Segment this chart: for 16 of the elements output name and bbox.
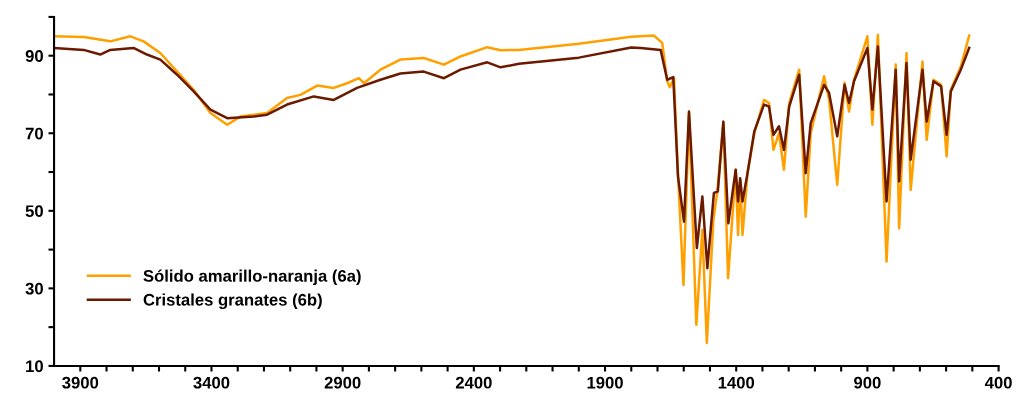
x-tick-label: 3400 xyxy=(193,376,230,389)
legend-label: Sólido amarillo-naranja (6a) xyxy=(143,269,361,286)
x-tick-label: 2900 xyxy=(324,376,361,389)
line-series xyxy=(54,45,971,270)
y-tick-label: 30 xyxy=(25,282,43,295)
x-tick-label: 3900 xyxy=(62,376,99,389)
y-tick-label: 90 xyxy=(25,50,43,62)
y-tick-label: 10 xyxy=(26,360,43,373)
x-tick-label: 1400 xyxy=(718,376,755,389)
legend-label: Cristales granates (6b) xyxy=(143,293,322,310)
x-tick-label: 1900 xyxy=(587,376,623,389)
x-tick-label: 2400 xyxy=(455,376,492,389)
x-tick-label: 900 xyxy=(854,376,881,389)
y-tick-label: 50 xyxy=(25,205,43,218)
x-tick-label: 400 xyxy=(984,376,1012,389)
y-tick-label: 70 xyxy=(25,127,43,140)
